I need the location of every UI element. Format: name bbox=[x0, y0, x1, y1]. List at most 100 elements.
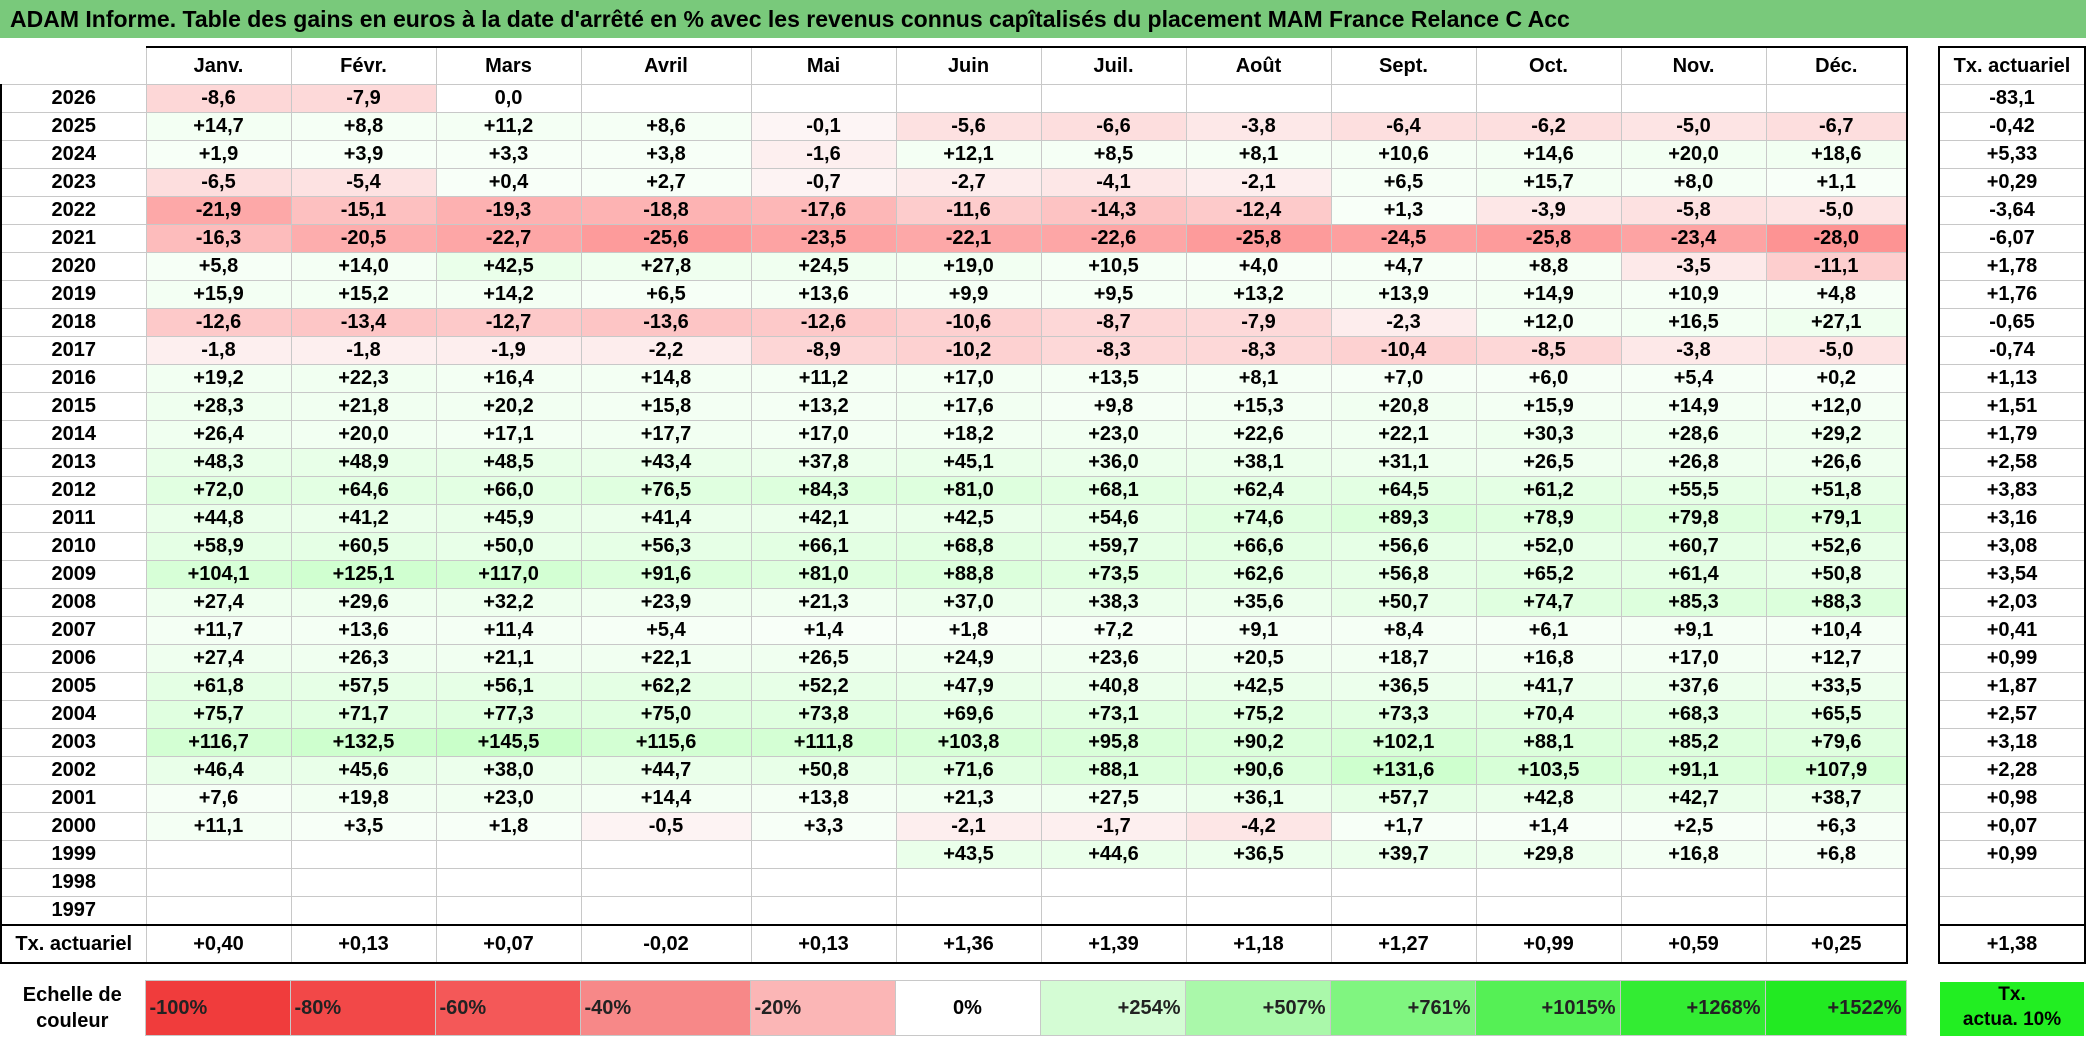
gain-cell: +61,8 bbox=[145, 672, 292, 701]
gain-cell: -13,6 bbox=[580, 308, 752, 337]
gain-cell: +65,2 bbox=[1475, 560, 1622, 589]
month-header: Janv. bbox=[145, 46, 292, 85]
gain-cell: +81,0 bbox=[750, 560, 897, 589]
gain-cell: +17,6 bbox=[895, 392, 1042, 421]
year-row: 2020 +5,8 +14,0 +42,5 +27,8 +24,5 +19,0 +10,5 +4… bbox=[0, 252, 1908, 281]
year-cell: 2010 bbox=[0, 532, 147, 561]
gain-cell: -14,3 bbox=[1040, 196, 1187, 225]
actuarial-row: +0,99 bbox=[1938, 840, 2086, 869]
gain-cell: +73,5 bbox=[1040, 560, 1187, 589]
gain-cell: +22,3 bbox=[290, 364, 437, 393]
gain-cell: +62,2 bbox=[580, 672, 752, 701]
header-corner bbox=[1, 47, 146, 85]
gain-cell: +89,3 bbox=[1330, 504, 1477, 533]
gain-cell: +50,7 bbox=[1330, 588, 1477, 617]
gain-cell: +21,1 bbox=[435, 644, 582, 673]
gain-cell: +117,0 bbox=[435, 560, 582, 589]
year-row: 2005 +61,8 +57,5 +56,1 +62,2 +52,2 +47,9 +40,8 +… bbox=[0, 672, 1908, 701]
gain-cell: +73,3 bbox=[1330, 700, 1477, 729]
gain-cell: +14,9 bbox=[1620, 392, 1767, 421]
actuarial-row: -6,07 bbox=[1938, 224, 2086, 253]
gain-cell: +14,4 bbox=[580, 784, 752, 813]
gain-cell bbox=[435, 896, 582, 926]
gain-cell: +75,7 bbox=[145, 700, 292, 729]
gain-cell: +3,9 bbox=[290, 140, 437, 169]
gain-cell bbox=[895, 868, 1042, 897]
gain-cell: +2,7 bbox=[580, 168, 752, 197]
year-row: 2011 +44,8 +41,2 +45,9 +41,4 +42,1 +42,5 +54,6 +… bbox=[0, 504, 1908, 533]
gain-cell: +36,5 bbox=[1330, 672, 1477, 701]
gain-cell: +0,2 bbox=[1765, 364, 1908, 393]
gain-cell: -20,5 bbox=[290, 224, 437, 253]
year-cell: 1998 bbox=[0, 868, 147, 897]
gain-cell: +55,5 bbox=[1620, 476, 1767, 505]
gain-cell: +1,4 bbox=[1475, 812, 1622, 841]
scale-swatch: -20% bbox=[749, 980, 896, 1036]
gain-cell: +9,8 bbox=[1040, 392, 1187, 421]
year-row: 2001 +7,6 +19,8 +23,0 +14,4 +13,8 +21,3 +27,5 +3… bbox=[0, 784, 1908, 813]
gain-cell: -10,2 bbox=[895, 336, 1042, 365]
gain-cell: +52,0 bbox=[1475, 532, 1622, 561]
gain-cell: +19,0 bbox=[895, 252, 1042, 281]
gain-cell: +75,0 bbox=[580, 700, 752, 729]
gain-cell bbox=[145, 840, 292, 869]
gain-cell: +44,8 bbox=[145, 504, 292, 533]
gain-cell: +41,2 bbox=[290, 504, 437, 533]
year-row: 2003 +116,7 +132,5 +145,5 +115,6 +111,8 +103,8… bbox=[0, 728, 1908, 757]
gain-cell: +1,7 bbox=[1330, 812, 1477, 841]
summary-cell: +1,27 bbox=[1330, 924, 1477, 964]
gain-cell: +27,8 bbox=[580, 252, 752, 281]
gain-cell: +30,3 bbox=[1475, 420, 1622, 449]
actuarial-cell: +0,07 bbox=[1938, 812, 2086, 841]
summary-row: Tx. actuariel +0,40 +0,13 +0,07 -0,02 +0,13 +1… bbox=[0, 924, 1908, 964]
gain-cell: +4,7 bbox=[1330, 252, 1477, 281]
gain-cell: +1,9 bbox=[145, 140, 292, 169]
gain-cell: +95,8 bbox=[1040, 728, 1187, 757]
gain-cell: +85,2 bbox=[1620, 728, 1767, 757]
summary-cell: +0,13 bbox=[290, 924, 437, 964]
gain-cell: +27,5 bbox=[1040, 784, 1187, 813]
year-cell: 2015 bbox=[0, 392, 147, 421]
gain-cell: +13,6 bbox=[290, 616, 437, 645]
gain-cell: +29,6 bbox=[290, 588, 437, 617]
gain-cell: -25,8 bbox=[1185, 224, 1332, 253]
gain-cell bbox=[580, 868, 752, 897]
gain-cell: +132,5 bbox=[290, 728, 437, 757]
gain-cell: +88,1 bbox=[1475, 728, 1622, 757]
gain-cell: +58,9 bbox=[145, 532, 292, 561]
gain-cell: +23,9 bbox=[580, 588, 752, 617]
gain-cell: +19,2 bbox=[145, 364, 292, 393]
gain-cell: +26,5 bbox=[1475, 448, 1622, 477]
actuarial-table: Tx. actuariel -83,1 -0,42 +5,33 +0,29 -3,64 -6… bbox=[1938, 46, 2086, 964]
scale-swatch: -60% bbox=[434, 980, 581, 1036]
gain-cell: +36,5 bbox=[1185, 840, 1332, 869]
gain-cell: +1,8 bbox=[435, 812, 582, 841]
gain-cell: +74,6 bbox=[1185, 504, 1332, 533]
gain-cell: -1,7 bbox=[1040, 812, 1187, 841]
gain-cell bbox=[1040, 896, 1187, 926]
actuarial-header-row: Tx. actuariel bbox=[1938, 46, 2086, 85]
gain-cell: -6,7 bbox=[1765, 112, 1908, 141]
gain-cell: +64,5 bbox=[1330, 476, 1477, 505]
year-row: 2024 +1,9 +3,9 +3,3 +3,8 -1,6 +12,1 +8,5 +8,1 +10… bbox=[0, 140, 1908, 169]
gain-cell bbox=[1765, 868, 1908, 897]
summary-cell: -0,02 bbox=[580, 924, 752, 964]
year-cell: 2008 bbox=[0, 588, 147, 617]
gain-cell: -1,6 bbox=[750, 140, 897, 169]
year-row: 2004 +75,7 +71,7 +77,3 +75,0 +73,8 +69,6 +73,1 +… bbox=[0, 700, 1908, 729]
actuarial-row: +1,78 bbox=[1938, 252, 2086, 281]
gain-cell: +65,5 bbox=[1765, 700, 1908, 729]
actuarial-row: +1,51 bbox=[1938, 392, 2086, 421]
month-header: Avril bbox=[580, 46, 752, 85]
year-cell: 2001 bbox=[0, 784, 147, 813]
gain-cell: +24,9 bbox=[895, 644, 1042, 673]
gain-cell: +45,6 bbox=[290, 756, 437, 785]
year-cell: 2017 bbox=[0, 336, 147, 365]
scale-swatch: -40% bbox=[579, 980, 751, 1036]
gain-cell: +17,7 bbox=[580, 420, 752, 449]
actuarial-cell: +1,13 bbox=[1938, 364, 2086, 393]
gain-cell: -6,5 bbox=[145, 168, 292, 197]
gain-cell: +39,7 bbox=[1330, 840, 1477, 869]
actuarial-cell: -0,74 bbox=[1938, 336, 2086, 365]
gain-cell: +9,1 bbox=[1185, 616, 1332, 645]
